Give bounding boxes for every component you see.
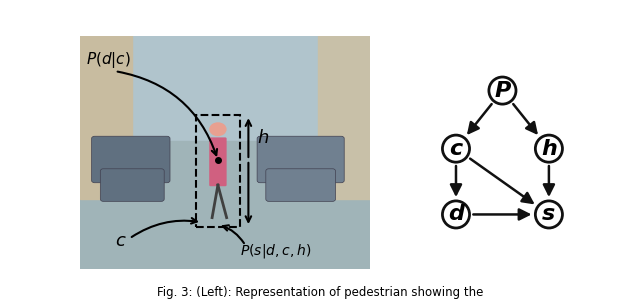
- Text: c: c: [449, 139, 463, 159]
- Bar: [80, 36, 132, 199]
- Text: $P(s|d,c,h)$: $P(s|d,c,h)$: [240, 242, 311, 260]
- Text: Fig. 3: (Left): Representation of pedestrian showing the: Fig. 3: (Left): Representation of pedest…: [157, 286, 483, 299]
- Circle shape: [442, 201, 470, 228]
- FancyBboxPatch shape: [266, 169, 335, 201]
- FancyBboxPatch shape: [92, 136, 170, 183]
- Text: d: d: [448, 204, 464, 224]
- Bar: [318, 36, 371, 199]
- Circle shape: [442, 135, 470, 162]
- Bar: [196, 115, 240, 227]
- Text: $P(d|c)$: $P(d|c)$: [86, 50, 131, 70]
- Circle shape: [489, 77, 516, 104]
- FancyBboxPatch shape: [100, 169, 164, 201]
- FancyBboxPatch shape: [257, 136, 344, 183]
- Text: h: h: [541, 139, 557, 159]
- Circle shape: [535, 135, 563, 162]
- FancyBboxPatch shape: [209, 137, 227, 186]
- Text: P: P: [494, 81, 511, 101]
- Bar: [80, 141, 371, 269]
- Text: $h$: $h$: [257, 129, 269, 147]
- Circle shape: [535, 201, 563, 228]
- Bar: [80, 36, 371, 141]
- Circle shape: [209, 122, 227, 136]
- Text: s: s: [542, 204, 556, 224]
- Text: $c$: $c$: [115, 232, 127, 249]
